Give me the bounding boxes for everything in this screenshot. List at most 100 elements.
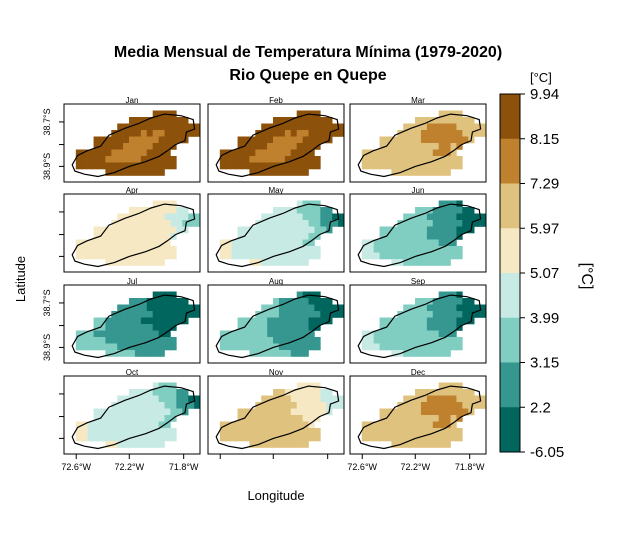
grid-cell [432,207,439,214]
grid-cell [261,350,268,357]
grid-cell [284,350,292,357]
grid-cell [296,311,303,318]
grid-cell [237,434,244,442]
grid-cell [420,298,428,305]
grid-cell [480,402,487,409]
grid-cell [409,259,416,266]
grid-cell [397,149,404,157]
grid-cell [284,330,292,338]
grid-cell [420,156,428,163]
grid-cell [273,259,280,266]
grid-cell [158,350,165,357]
grid-cell [320,402,327,409]
grid-cell [188,304,195,312]
grid-cell [379,337,386,344]
grid-cell [361,246,369,253]
panel-oct: Oct [63,368,201,455]
grid-cell [278,324,286,331]
grid-cell [117,408,124,416]
grid-cell [284,298,292,305]
grid-cell [290,434,297,442]
grid-cell [367,252,374,260]
grid-cell [129,415,136,422]
grid-cell [176,402,183,409]
grid-cell [391,434,398,442]
grid-cell [456,343,463,351]
grid-cell [432,220,439,227]
grid-cell [117,239,124,247]
grid-cell [158,421,165,429]
grid-cell [444,389,451,396]
grid-cell [255,415,262,422]
grid-cell [284,259,292,266]
panel-jun: Jun [349,186,487,273]
grid-cell [284,130,292,137]
grid-cell [99,343,106,351]
grid-cell [164,162,171,170]
grid-cell [290,389,297,396]
grid-cell [129,226,136,234]
grid-cell [176,207,183,214]
grid-cell [261,156,268,163]
grid-cell [403,149,410,157]
grid-cell [397,252,404,260]
grid-cell [391,343,398,351]
grid-cell [290,149,297,157]
grid-cell [432,402,439,409]
grid-cell [134,434,142,442]
grid-cell [426,337,434,344]
grid-cell [444,382,451,390]
grid-cell [117,350,124,357]
grid-cell [415,317,422,325]
grid-cell [231,149,238,157]
grid-cell [123,130,130,137]
grid-cell [117,441,124,448]
grid-cell [134,402,142,409]
grid-cell [462,213,469,221]
grid-cell [146,143,153,150]
grid-cell [237,343,244,351]
grid-cell [152,200,159,208]
grid-cell [456,402,463,409]
grid-cell [302,415,309,422]
grid-cell [188,130,195,137]
grid-cell [373,246,380,253]
grid-cell [219,149,227,157]
grid-cell [438,350,445,357]
grid-cell [397,343,404,351]
grid-cell [426,415,434,422]
grid-cell [152,441,159,448]
grid-cell [93,337,100,344]
grid-cell [456,246,463,253]
grid-cell [450,324,457,331]
grid-cell [140,298,148,305]
grid-cell [261,169,268,176]
grid-cell [420,130,428,137]
grid-cell [255,136,262,144]
grid-cell [105,415,112,422]
grid-cell [284,402,292,409]
grid-cell [111,428,118,435]
grid-cell [237,149,244,157]
grid-cell [129,337,136,344]
basin-outline [71,385,196,450]
grid-cell [450,428,457,435]
grid-cell [111,233,118,240]
grid-cell [296,220,303,227]
grid-cell [231,428,238,435]
grid-cell [249,252,256,260]
grid-cell [432,389,439,396]
grid-cell [450,408,457,416]
grid-cell [158,252,165,260]
grid-cell [409,441,416,448]
grid-cell [302,389,309,396]
grid-cell [302,395,309,403]
grid-cell [278,143,286,150]
grid-cell [409,317,416,325]
grid-cell [420,117,428,124]
grid-cell [391,156,398,163]
grid-cell [87,428,94,435]
grid-cell [308,162,315,170]
grid-cell [474,395,481,403]
grid-cell [432,259,439,266]
